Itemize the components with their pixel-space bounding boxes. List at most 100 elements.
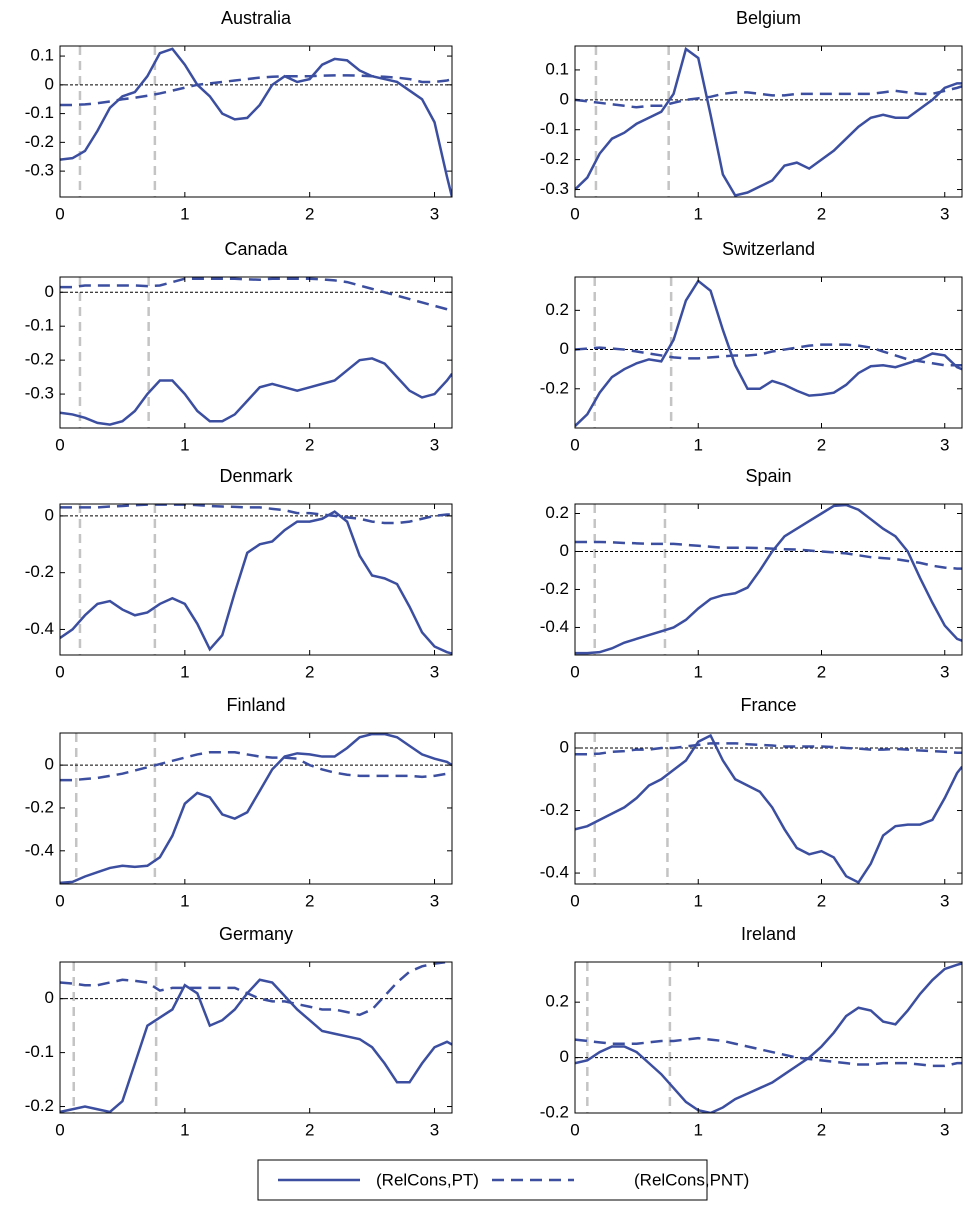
series-line: [60, 277, 452, 313]
y-tick-label: -0.4: [25, 840, 54, 859]
series-line: [60, 978, 452, 1113]
y-tick-label: 0: [45, 988, 54, 1007]
y-tick-label: -0.2: [540, 1102, 569, 1121]
panel: Belgium -0.3 -0.2 -0.1 0 0.1 0 1 2 3: [540, 8, 963, 223]
plot-area: [575, 277, 962, 428]
panel: Spain -0.4 -0.2 0 0.2 0 1 2 3: [540, 466, 963, 681]
x-tick-label: 1: [694, 204, 703, 223]
y-tick-label: 0: [45, 74, 54, 93]
y-tick-label: -0.4: [540, 863, 569, 882]
y-tick-label: 0: [560, 737, 569, 756]
y-tick-label: -0.3: [25, 384, 54, 403]
x-tick-label: 1: [180, 1120, 189, 1139]
series-line: [575, 1036, 962, 1068]
series-line: [575, 343, 962, 367]
y-tick-label: 0: [45, 505, 54, 524]
plot-area: [60, 504, 452, 655]
series-line: [60, 74, 452, 107]
axes-box: [574, 732, 963, 885]
y-tick-label: 0: [560, 541, 569, 560]
plot-area: [575, 733, 962, 884]
y-tick-label: 0.2: [545, 503, 569, 522]
y-tick-label: -0.4: [25, 619, 54, 638]
series-line: [575, 46, 962, 197]
y-tick-label: 0: [45, 282, 54, 301]
axes-box: [574, 45, 963, 198]
y-tick-label: -0.2: [540, 579, 569, 598]
series-line: [60, 751, 452, 782]
legend-label: (RelCons,PT): [376, 1170, 479, 1189]
y-tick-label: 0: [45, 755, 54, 774]
panel: Canada -0.3 -0.2 -0.1 0 0 1 2 3: [25, 239, 453, 454]
y-tick-label: -0.2: [540, 149, 569, 168]
series-line: [60, 47, 452, 197]
panel: Denmark -0.4 -0.2 0 0 1 2 3: [25, 466, 453, 681]
panel-title: Australia: [221, 8, 292, 28]
y-tick-label: 0: [560, 1047, 569, 1066]
y-tick-label: -0.2: [540, 800, 569, 819]
panel: Ireland-0.200.20 1 2 3: [540, 924, 963, 1139]
y-tick-label: -0.2: [25, 797, 54, 816]
series-line: [60, 504, 452, 525]
y-tick-label: 0.2: [545, 300, 569, 319]
x-tick-label: 3: [940, 662, 949, 681]
panel-title: Canada: [224, 239, 288, 259]
axes-box: [574, 961, 963, 1114]
y-tick-label: -0.2: [540, 378, 569, 397]
x-tick-label: 1: [180, 662, 189, 681]
x-tick-label: 2: [817, 891, 826, 910]
y-tick-label: 0.2: [545, 992, 569, 1011]
panel: Switzerland -0.2 0 0.2 0 1 2 3: [540, 239, 963, 454]
x-tick-label: 3: [940, 435, 949, 454]
x-tick-label: 0: [570, 1120, 579, 1139]
axes-box: [59, 503, 453, 656]
y-tick-label: -0.2: [25, 562, 54, 581]
x-tick-label: 1: [180, 891, 189, 910]
x-tick-label: 2: [305, 435, 314, 454]
x-tick-label: 1: [694, 435, 703, 454]
x-tick-label: 2: [305, 1120, 314, 1139]
x-tick-label: 1: [694, 662, 703, 681]
x-tick-label: 2: [305, 662, 314, 681]
series-line: [575, 733, 962, 884]
series-line: [60, 510, 452, 655]
y-tick-label: -0.2: [25, 350, 54, 369]
x-tick-label: 2: [817, 204, 826, 223]
y-tick-label: -0.1: [25, 316, 54, 335]
x-tick-label: 2: [817, 662, 826, 681]
x-tick-label: 3: [940, 1120, 949, 1139]
x-tick-label: 3: [430, 662, 439, 681]
legend: (RelCons,PT) (RelCons,PNT): [257, 1159, 749, 1201]
series-line: [60, 357, 452, 426]
x-tick-label: 0: [570, 204, 579, 223]
x-tick-label: 0: [570, 891, 579, 910]
x-tick-label: 1: [180, 204, 189, 223]
x-tick-label: 2: [305, 204, 314, 223]
x-tick-label: 3: [430, 204, 439, 223]
x-tick-label: 2: [817, 1120, 826, 1139]
series-line: [575, 504, 962, 655]
x-tick-label: 0: [570, 435, 579, 454]
plot-area: [60, 46, 452, 197]
series-line: [575, 742, 962, 756]
x-tick-label: 2: [305, 891, 314, 910]
x-tick-label: 0: [55, 662, 64, 681]
plot-area: [60, 733, 452, 884]
legend-label: (RelCons,PNT): [634, 1170, 749, 1189]
x-tick-label: 0: [55, 891, 64, 910]
y-tick-label: -0.1: [540, 119, 569, 138]
x-tick-label: 3: [940, 204, 949, 223]
x-tick-label: 3: [430, 891, 439, 910]
series-line: [60, 733, 452, 884]
panel-title: Ireland: [741, 924, 796, 944]
x-tick-label: 3: [430, 435, 439, 454]
x-tick-label: 3: [430, 1120, 439, 1139]
axes-box: [574, 276, 963, 429]
plot-area: [575, 504, 962, 655]
x-tick-label: 3: [940, 891, 949, 910]
plot-area: [575, 962, 962, 1113]
series-line: [575, 85, 962, 109]
panel: Germany -0.2 -0.1 0 0 1 2 3: [25, 924, 453, 1139]
panel-title: Spain: [745, 466, 791, 486]
plot-area: [60, 277, 452, 428]
